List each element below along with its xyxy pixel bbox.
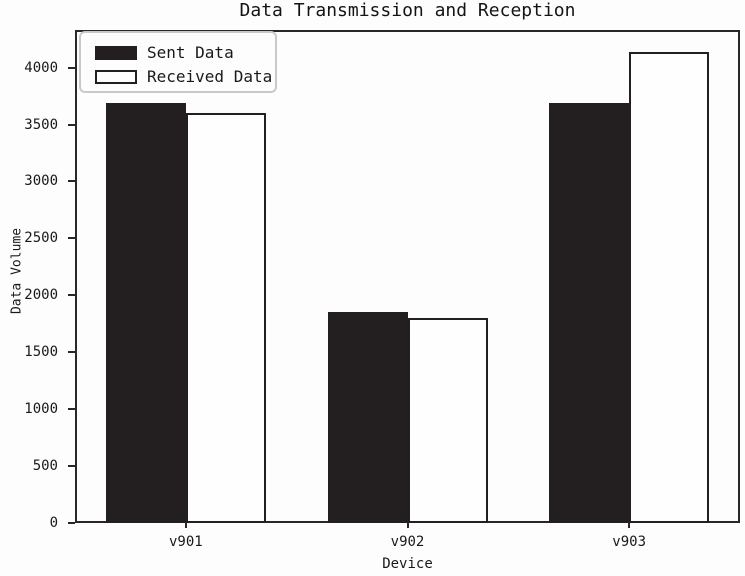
legend-item-received-data: Received Data [95,65,275,89]
legend-label-received-data: Received Data [147,67,273,86]
chart-title: Data Transmission and Reception [239,0,576,21]
bar-received-data-v903 [629,51,710,523]
bar-sent-data-v902 [327,312,408,523]
bar-sent-data-v903 [549,102,630,523]
bar-sent-data-v901 [105,102,186,523]
y-tick-mark [68,237,75,240]
y-tick-mark [68,522,75,524]
y-tick-mark [68,408,75,411]
y-tick-mark [68,294,75,297]
y-tick-mark [68,180,75,183]
x-tick-label: v902 [390,534,425,550]
y-tick-mark [68,465,75,468]
bar-received-data-v902 [407,318,488,523]
bar-received-data-v901 [185,113,266,523]
y-tick-label: 0 [49,515,58,531]
y-tick-mark [68,66,75,69]
x-tick-mark [184,522,187,528]
y-tick-mark [68,123,75,126]
received-data-swatch-icon [95,70,137,84]
y-tick-label: 500 [32,458,58,475]
y-tick-label: 2000 [24,287,58,304]
sent-data-swatch-icon [95,46,137,60]
x-tick-label: v901 [168,534,203,550]
legend: Sent Data Received Data [79,31,277,93]
x-tick-label: v903 [612,534,647,550]
legend-item-sent-data: Sent Data [95,41,275,65]
y-tick-mark [68,351,75,354]
y-tick-label: 3000 [24,173,58,190]
y-tick-label: 2500 [24,230,58,247]
y-tick-label: 1000 [24,401,58,418]
y-axis-label: Data Volume [9,227,25,315]
x-tick-mark [406,522,409,528]
legend-label-sent-data: Sent Data [147,43,234,62]
y-tick-label: 3500 [24,116,58,133]
y-tick-label: 1500 [24,344,58,361]
x-tick-mark [628,522,631,528]
x-axis-label: Device [382,556,433,572]
y-tick-label: 4000 [24,59,58,76]
